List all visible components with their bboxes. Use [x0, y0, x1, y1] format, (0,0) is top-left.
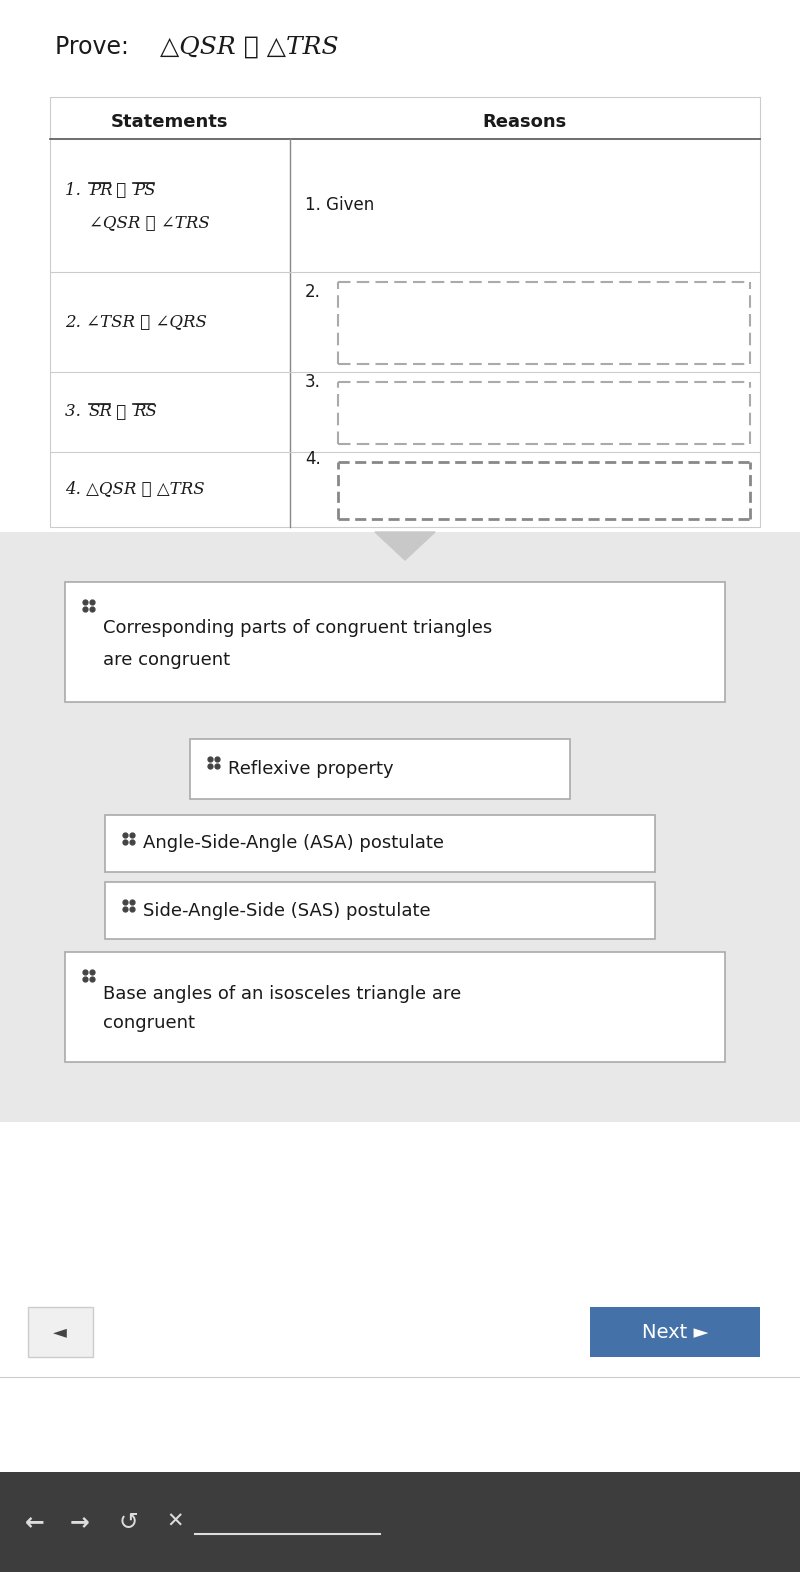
Text: 1.: 1. — [65, 182, 86, 200]
Text: 2. ∠TSR ≅ ∠QRS: 2. ∠TSR ≅ ∠QRS — [65, 313, 207, 330]
FancyBboxPatch shape — [65, 582, 725, 703]
FancyBboxPatch shape — [0, 1471, 800, 1572]
Text: ←: ← — [25, 1511, 45, 1534]
Text: PS: PS — [133, 182, 155, 200]
FancyBboxPatch shape — [0, 1122, 800, 1377]
Text: ◄: ◄ — [53, 1324, 67, 1341]
FancyBboxPatch shape — [105, 814, 655, 872]
Text: Next ►: Next ► — [642, 1322, 708, 1341]
FancyBboxPatch shape — [0, 531, 800, 1122]
Text: Angle-Side-Angle (ASA) postulate: Angle-Side-Angle (ASA) postulate — [143, 835, 444, 852]
Text: 1. Given: 1. Given — [305, 196, 374, 214]
Text: →: → — [70, 1511, 90, 1534]
Text: 3.: 3. — [65, 404, 86, 420]
Text: Statements: Statements — [111, 113, 229, 130]
Text: PR: PR — [89, 182, 113, 200]
FancyBboxPatch shape — [190, 739, 570, 799]
Text: ✕: ✕ — [166, 1512, 184, 1533]
Text: Side-Angle-Side (SAS) postulate: Side-Angle-Side (SAS) postulate — [143, 901, 430, 920]
FancyBboxPatch shape — [28, 1306, 93, 1357]
Text: 4.: 4. — [305, 451, 321, 468]
Text: ∠QSR ≅ ∠TRS: ∠QSR ≅ ∠TRS — [89, 215, 210, 233]
Text: SR: SR — [89, 404, 113, 420]
Text: △QSR ≅ △TRS: △QSR ≅ △TRS — [160, 36, 338, 58]
FancyBboxPatch shape — [65, 953, 725, 1063]
Text: Reasons: Reasons — [483, 113, 567, 130]
Text: ↺: ↺ — [118, 1511, 138, 1534]
Text: 3.: 3. — [305, 373, 321, 391]
Text: Reflexive property: Reflexive property — [228, 759, 394, 778]
Text: Prove:: Prove: — [55, 35, 144, 60]
Polygon shape — [375, 531, 435, 560]
FancyBboxPatch shape — [50, 97, 760, 527]
FancyBboxPatch shape — [105, 882, 655, 938]
Text: Corresponding parts of congruent triangles: Corresponding parts of congruent triangl… — [103, 619, 492, 637]
Text: Base angles of an isosceles triangle are: Base angles of an isosceles triangle are — [103, 984, 462, 1003]
Text: congruent: congruent — [103, 1014, 195, 1033]
Text: 4. △QSR ≅ △TRS: 4. △QSR ≅ △TRS — [65, 481, 205, 498]
Text: 2.: 2. — [305, 283, 321, 300]
FancyBboxPatch shape — [590, 1306, 760, 1357]
Text: ≅: ≅ — [111, 182, 131, 200]
Text: are congruent: are congruent — [103, 651, 230, 670]
Text: RS: RS — [133, 404, 157, 420]
FancyBboxPatch shape — [0, 1377, 800, 1572]
Text: ≅: ≅ — [111, 404, 131, 420]
